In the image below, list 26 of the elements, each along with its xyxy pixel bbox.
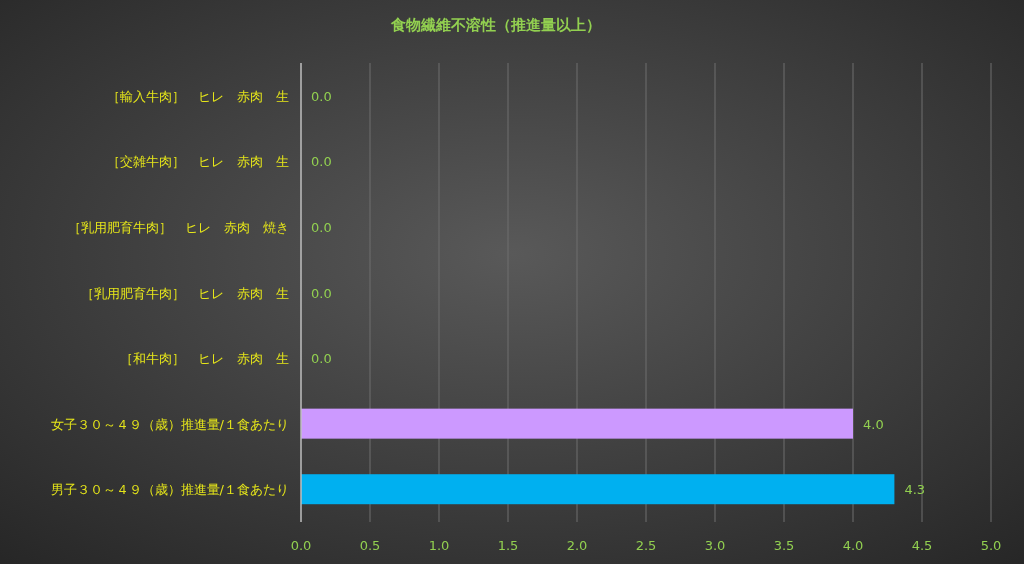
x-tick-label: 3.5 <box>773 538 795 553</box>
data-label: 0.0 <box>311 88 332 104</box>
data-label: 0.0 <box>311 219 332 235</box>
x-tick-label: 2.0 <box>566 538 588 553</box>
y-tick-label: ［交雑牛肉］ ヒレ 赤肉 生 <box>107 154 289 170</box>
y-tick-label: ［乳用肥育牛肉］ ヒレ 赤肉 生 <box>81 285 289 301</box>
x-tick-label: 0.5 <box>359 538 381 553</box>
x-tick-label: 4.5 <box>911 538 933 553</box>
y-tick-label: 男子３０～４９（歳）推進量/１食あたり <box>50 482 289 498</box>
data-label: 0.0 <box>311 154 332 170</box>
y-tick-label: 女子３０～４９（歳）推進量/１食あたり <box>50 416 289 432</box>
y-tick-label: ［輸入牛肉］ ヒレ 赤肉 生 <box>107 88 289 104</box>
x-tick-label: 4.0 <box>842 538 864 553</box>
data-label: 4.3 <box>904 482 926 498</box>
x-tick-label: 1.0 <box>428 538 450 553</box>
chart-title: 食物繊維不溶性（推進量以上） <box>390 16 601 34</box>
data-label: 0.0 <box>311 351 332 367</box>
x-tick-label: 5.0 <box>980 538 1002 553</box>
x-tick-label: 2.5 <box>635 538 657 553</box>
data-label: 4.0 <box>863 416 884 432</box>
data-label: 0.0 <box>311 285 332 301</box>
y-tick-label: ［和牛肉］ ヒレ 赤肉 生 <box>120 351 289 367</box>
x-tick-label: 3.0 <box>704 538 726 553</box>
x-tick-label: 0.0 <box>290 538 312 553</box>
x-tick-label: 1.5 <box>497 538 519 553</box>
y-tick-label: ［乳用肥育牛肉］ ヒレ 赤肉 焼き <box>68 219 289 235</box>
